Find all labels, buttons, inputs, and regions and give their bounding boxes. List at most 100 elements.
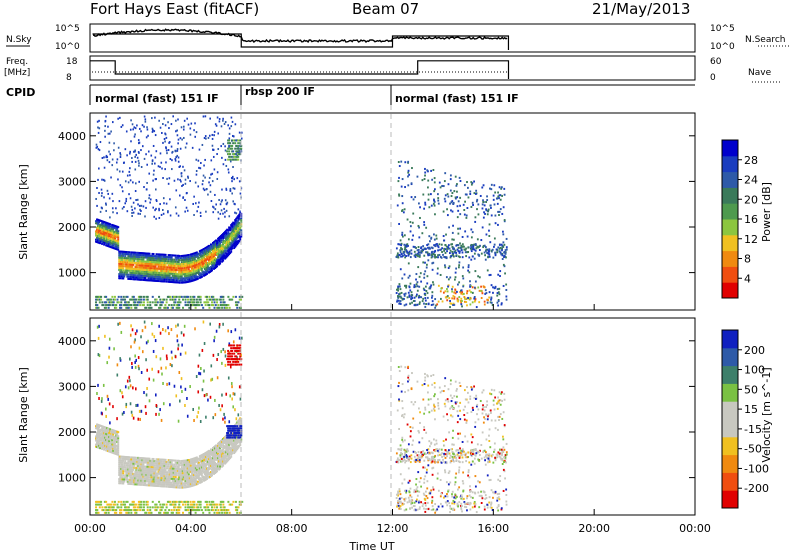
data-pixel (132, 181, 134, 184)
data-pixel (101, 238, 104, 241)
data-pixel (145, 136, 148, 139)
data-pixel (224, 215, 226, 218)
data-pixel (216, 466, 219, 469)
data-pixel (97, 444, 100, 447)
data-pixel (161, 485, 164, 488)
data-pixel (165, 298, 168, 301)
data-pixel (468, 271, 471, 274)
data-pixel (240, 229, 243, 232)
data-pixel (138, 471, 141, 474)
data-pixel (106, 232, 109, 235)
data-pixel (175, 130, 177, 133)
data-pixel (116, 451, 119, 454)
data-pixel (110, 451, 113, 454)
data-pixel (192, 474, 195, 477)
data-pixel (219, 203, 222, 206)
data-pixel (452, 224, 454, 227)
data-pixel (144, 477, 147, 480)
data-pixel (198, 276, 201, 279)
data-pixel (106, 244, 109, 247)
data-pixel (169, 485, 172, 488)
data-pixel (193, 252, 196, 255)
data-pixel (502, 263, 505, 266)
data-pixel (212, 469, 215, 472)
data-pixel (105, 229, 108, 232)
data-pixel (175, 480, 178, 483)
data-pixel (238, 221, 241, 224)
data-pixel (228, 246, 231, 249)
data-pixel (412, 299, 415, 302)
data-pixel (227, 295, 230, 298)
freq-label-line2: [MHz] (4, 68, 30, 78)
data-pixel (184, 475, 187, 478)
data-pixel (138, 266, 141, 269)
data-pixel (178, 298, 181, 301)
data-pixel (126, 259, 129, 262)
data-pixel (223, 231, 226, 234)
data-pixel (180, 478, 183, 481)
data-pixel (458, 296, 461, 299)
data-pixel (192, 304, 195, 307)
data-pixel (224, 251, 227, 254)
data-pixel (503, 220, 506, 223)
data-pixel (164, 460, 167, 463)
data-pixel (405, 303, 408, 306)
data-pixel (183, 125, 185, 128)
data-pixel (190, 470, 193, 473)
data-pixel (100, 424, 103, 427)
data-pixel (235, 144, 238, 147)
data-pixel (105, 244, 108, 247)
data-pixel (191, 254, 194, 257)
data-pixel (188, 481, 191, 484)
data-pixel (174, 150, 177, 153)
data-pixel (161, 468, 164, 471)
data-pixel (220, 444, 223, 447)
data-pixel (148, 467, 151, 470)
data-pixel (107, 298, 110, 301)
data-pixel (153, 277, 156, 280)
data-pixel (178, 271, 181, 274)
data-pixel (151, 478, 154, 481)
data-pixel (464, 248, 467, 251)
data-pixel (465, 301, 468, 304)
data-pixel (195, 298, 198, 301)
data-pixel (125, 130, 128, 133)
data-pixel (140, 477, 143, 480)
data-pixel (240, 147, 243, 150)
data-pixel (154, 466, 157, 469)
data-pixel (237, 217, 240, 220)
data-pixel (158, 458, 161, 461)
data-pixel (171, 484, 174, 487)
data-pixel (189, 278, 192, 281)
data-pixel (106, 437, 109, 440)
data-pixel (214, 256, 217, 259)
data-pixel (152, 261, 155, 264)
data-pixel (149, 198, 152, 201)
data-pixel (161, 462, 164, 465)
data-pixel (167, 483, 170, 486)
data-pixel (191, 252, 194, 255)
data-pixel (207, 267, 210, 270)
data-pixel (117, 451, 120, 454)
data-pixel (225, 233, 228, 236)
data-pixel (462, 292, 465, 295)
data-pixel (164, 132, 166, 135)
colorbar-cell (722, 250, 738, 267)
data-pixel (101, 232, 104, 235)
data-pixel (175, 269, 178, 272)
data-pixel (105, 304, 108, 307)
data-pixel (102, 304, 105, 307)
data-pixel (158, 261, 161, 264)
data-pixel (430, 246, 433, 249)
data-pixel (141, 465, 144, 468)
data-pixel (113, 241, 116, 244)
data-pixel (236, 232, 239, 235)
data-pixel (202, 115, 205, 118)
data-pixel (116, 231, 119, 234)
data-pixel (134, 460, 137, 463)
data-pixel (163, 266, 166, 269)
data-pixel (220, 257, 223, 260)
data-pixel (177, 468, 180, 471)
data-pixel (137, 272, 140, 275)
data-pixel (144, 469, 147, 472)
